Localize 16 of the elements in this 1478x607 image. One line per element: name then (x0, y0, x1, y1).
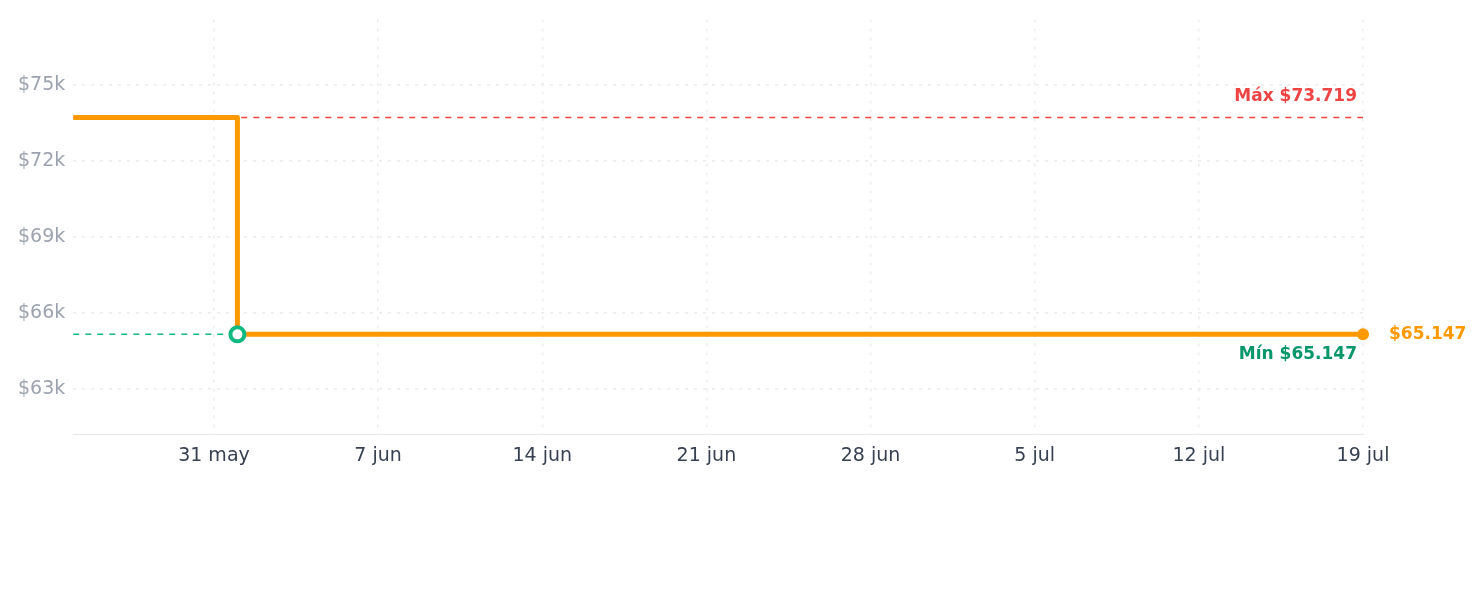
ref-line-label: Mín $65.147 (1238, 343, 1357, 364)
x-tick-label: 19 jul (1336, 442, 1390, 465)
y-tick-label: $66k (17, 299, 66, 322)
y-tick-label: $72k (17, 147, 66, 170)
data-label: $65.147 (1389, 322, 1467, 343)
x-tick-label: 28 jun (840, 442, 901, 465)
y-tick-label: $69k (17, 223, 66, 246)
x-tick-label: 14 jun (512, 442, 573, 465)
x-tick-label: 12 jul (1172, 442, 1226, 465)
y-tick-label: $63k (17, 375, 66, 398)
ref-line-label: Máx $73.719 (1234, 85, 1357, 106)
x-tick-label: 31 may (178, 442, 250, 465)
x-tick-label: 21 jun (676, 442, 737, 465)
y-tick-label: $75k (17, 72, 66, 95)
x-tick-label: 5 jul (1014, 442, 1056, 465)
x-tick-label: 7 jun (354, 442, 402, 465)
